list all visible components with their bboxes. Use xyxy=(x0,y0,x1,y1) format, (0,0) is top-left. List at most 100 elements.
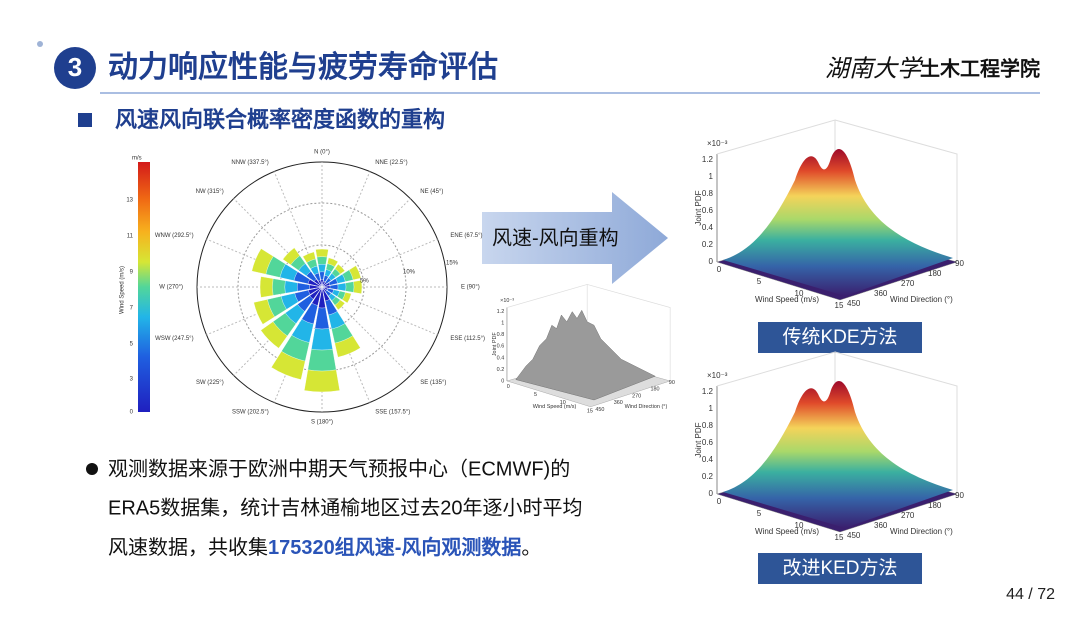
subtitle: 风速风向联合概率密度函数的重构 xyxy=(115,107,445,132)
speed-tick: 0 xyxy=(717,265,722,274)
z-tick: 0 xyxy=(709,489,714,498)
direction-tick: 90 xyxy=(669,380,675,386)
direction-label: SSW (202.5°) xyxy=(232,409,269,415)
z-tick: 1.2 xyxy=(702,387,714,396)
z-tick: 0.6 xyxy=(702,206,714,215)
arrow-label: 风速-风向重构 xyxy=(492,226,619,249)
direction-label: WNW (292.5°) xyxy=(155,233,194,239)
rose-petal xyxy=(321,285,331,289)
text: 。 xyxy=(521,537,541,559)
arrow xyxy=(482,192,668,284)
y-label: Wind Direction (°) xyxy=(625,404,668,410)
slide-title: 动力响应性能与疲劳寿命评估 xyxy=(108,50,498,84)
direction-label: WSW (247.5°) xyxy=(155,336,193,342)
square-bullet xyxy=(78,113,92,127)
speed-tick: 10 xyxy=(795,289,804,298)
rose-petal xyxy=(320,279,324,288)
rose-petal xyxy=(313,278,323,288)
direction-label: NNW (337.5°) xyxy=(231,160,268,166)
z-tick: 0 xyxy=(709,257,714,266)
z-tick: 1 xyxy=(709,404,714,413)
z-tick: 0.2 xyxy=(702,240,714,249)
z-tick: 0.2 xyxy=(702,472,714,481)
z-tick: 1.2 xyxy=(702,155,714,164)
speed-tick: 15 xyxy=(587,408,593,414)
direction-label: W (270°) xyxy=(159,285,183,291)
decor-dot xyxy=(37,41,43,47)
logo-script: 湖南大学 xyxy=(825,55,924,82)
direction-tick: 270 xyxy=(901,279,915,288)
speed-tick: 15 xyxy=(835,533,844,542)
bullet-line: ERA5数据集，统计吉林通榆地区过去20年逐小时平均 xyxy=(108,496,583,519)
direction-tick: 180 xyxy=(650,387,659,393)
z-tick: 0.4 xyxy=(702,455,714,464)
x-label: Wind Speed (m/s) xyxy=(755,527,819,536)
speed-tick: 5 xyxy=(534,392,537,398)
colorbar-tick: 0 xyxy=(130,410,134,416)
y-label: Wind Direction (°) xyxy=(890,295,953,304)
speed-tick: 0 xyxy=(507,384,510,390)
direction-tick: 360 xyxy=(874,289,888,298)
colorbar-tick: 7 xyxy=(130,306,134,312)
direction-label: NE (45°) xyxy=(420,189,443,195)
z-tick: 1 xyxy=(501,321,504,327)
rose-petal xyxy=(317,279,323,288)
direction-label: SE (135°) xyxy=(420,380,446,386)
direction-tick: 360 xyxy=(614,400,623,406)
surface xyxy=(515,309,656,401)
rose-petal xyxy=(321,282,327,288)
direction-label: ESE (112.5°) xyxy=(450,336,485,342)
colorbar-label: Wind Speed (m/s) xyxy=(120,266,126,314)
rose-petal xyxy=(321,286,327,292)
method-box xyxy=(758,553,922,584)
z-tick: 0.8 xyxy=(497,332,505,338)
direction-tick: 270 xyxy=(632,393,641,399)
surface-plot: 0 0.2 0.4 0.6 0.8 1 1.2 ×10⁻³ Joint PDF 0 5 10 15 450… xyxy=(492,283,675,414)
colorbar-tick: 11 xyxy=(127,234,134,240)
direction-tick: 270 xyxy=(901,511,915,520)
direction-tick: 360 xyxy=(874,521,888,530)
rose-petal xyxy=(321,282,331,288)
z-tick: 0.6 xyxy=(702,438,714,447)
direction-label: ENE (67.5°) xyxy=(450,233,482,239)
colorbar-unit: m/s xyxy=(132,156,142,162)
direction-label: E (90°) xyxy=(461,285,480,291)
direction-tick: 450 xyxy=(847,299,861,308)
ring-label: 5% xyxy=(360,279,369,285)
speed-tick: 5 xyxy=(757,509,762,518)
direction-label: N (0°) xyxy=(314,150,330,156)
surface xyxy=(723,380,953,528)
page-number: 44 / 72 xyxy=(1006,586,1055,603)
z-tick: 0.4 xyxy=(702,223,714,232)
rose-petal xyxy=(311,286,323,306)
rose-petal xyxy=(308,286,323,295)
speed-tick: 10 xyxy=(560,400,566,406)
z-tick: 0.6 xyxy=(497,344,505,350)
z-tick: 0.8 xyxy=(702,189,714,198)
rose-petal xyxy=(309,284,323,290)
x-label: Wind Speed (m/s) xyxy=(533,404,577,410)
rose-petal xyxy=(321,286,330,302)
colorbar-tick: 9 xyxy=(130,270,134,276)
rose-petal xyxy=(307,279,323,288)
surface xyxy=(723,148,953,296)
z-label: Joint PDF xyxy=(694,190,703,225)
direction-tick: 180 xyxy=(928,501,942,510)
surface-plot: 0 0.2 0.4 0.6 0.8 1 1.2 ×10⁻³ Joint PDF 0 5 10 15 450… xyxy=(694,351,964,542)
bullet-dot xyxy=(86,463,98,475)
z-tick: 1.2 xyxy=(497,309,505,315)
text: 风速数据，共收集 xyxy=(108,536,268,559)
direction-tick: 90 xyxy=(955,259,964,268)
direction-label: S (180°) xyxy=(311,420,333,426)
speed-tick: 5 xyxy=(757,277,762,286)
exponent: ×10⁻³ xyxy=(500,298,514,304)
section-number: 3 xyxy=(68,52,82,82)
colorbar xyxy=(138,162,150,412)
colorbar-tick: 13 xyxy=(126,198,133,204)
direction-label: SW (225°) xyxy=(196,380,224,386)
speed-tick: 15 xyxy=(835,301,844,310)
speed-tick: 0 xyxy=(717,497,722,506)
section-badge xyxy=(54,47,96,89)
direction-tick: 180 xyxy=(928,269,942,278)
method-box xyxy=(758,322,922,353)
